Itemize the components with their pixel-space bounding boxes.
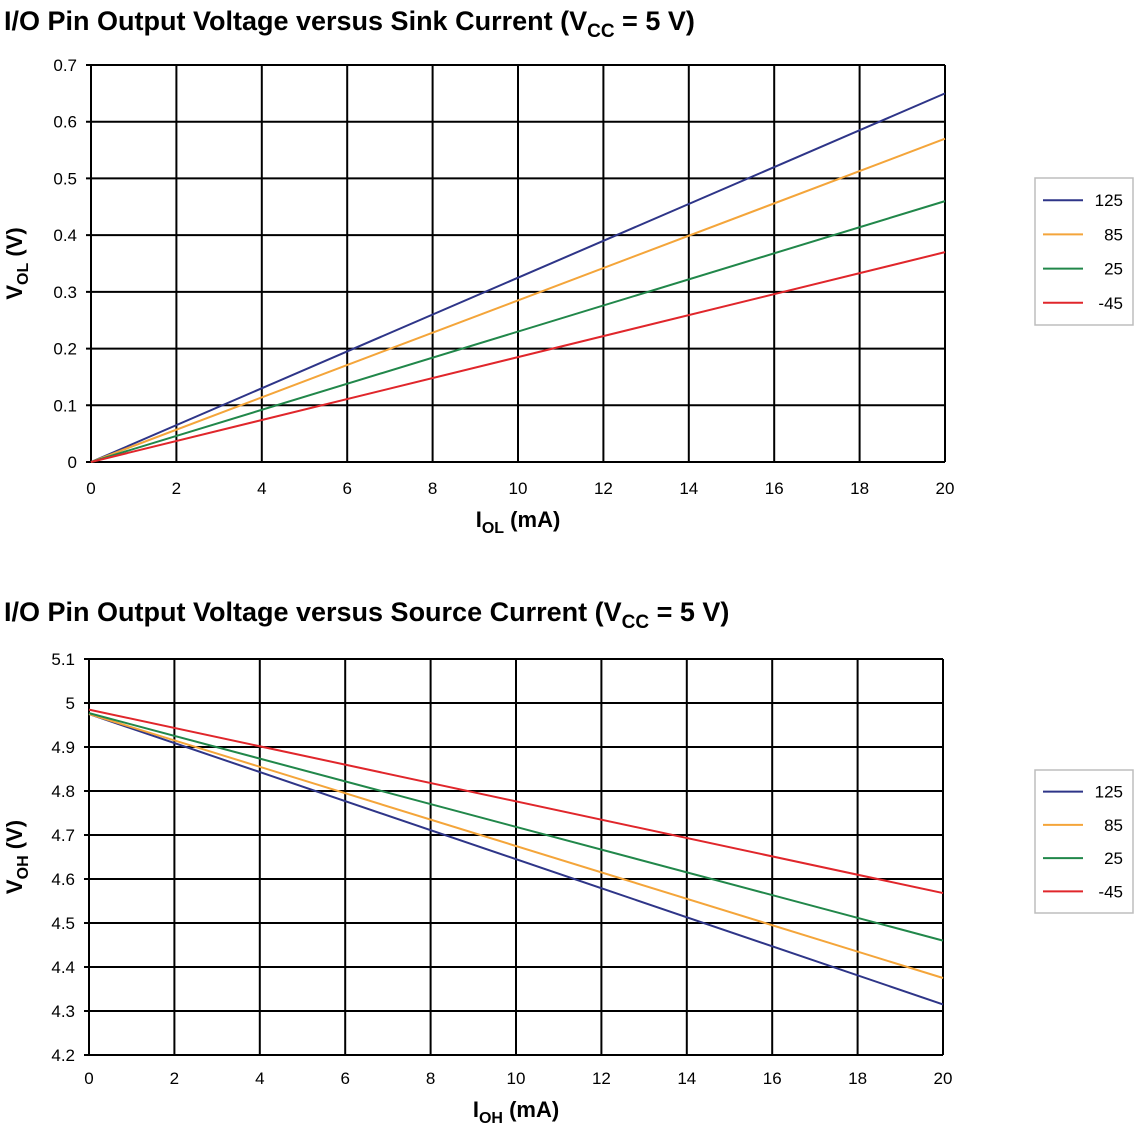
sink-series-line-125: [90, 92, 946, 463]
source-y-tick-label: 4.6: [51, 870, 75, 889]
sink-y-tick-label: 0.5: [53, 169, 77, 188]
source-x-tick-label: 6: [340, 1069, 349, 1088]
source-y-tick-label: 4.5: [51, 914, 75, 933]
sink-series-line--45: [90, 251, 946, 463]
source-y-tick-label: 5: [66, 694, 75, 713]
sink-y-axis-label: VOL (V): [2, 227, 32, 299]
source-legend-box: [1034, 769, 1134, 914]
sink-x-tick-label: 10: [509, 479, 528, 498]
sink-legend-label-125: 125: [1095, 191, 1123, 210]
source-current-chart: I/O Pin Output Voltage versus Source Cur…: [2, 597, 1134, 1127]
source-legend-label-125: 125: [1095, 783, 1123, 802]
sink-x-tick-label: 20: [936, 479, 955, 498]
source-series-line-125: [88, 713, 944, 1006]
source-legend: 125 85 25 -45: [1034, 769, 1134, 914]
source-y-tick-label: 4.2: [51, 1046, 75, 1065]
source-y-tick-label: 4.4: [51, 958, 75, 977]
sink-legend-label-25: 25: [1104, 260, 1123, 279]
source-x-tick-label: 10: [507, 1069, 526, 1088]
source-x-tick-label: 2: [170, 1069, 179, 1088]
sink-legend-box: [1034, 177, 1134, 326]
source-series-line-85: [88, 713, 944, 979]
sink-legend: 125 85 25 -45: [1034, 177, 1134, 326]
source-x-axis-label: IOH (mA): [473, 1097, 559, 1127]
source-y-tick-label: 4.9: [51, 738, 75, 757]
sink-y-tick-label: 0.7: [53, 56, 77, 75]
source-x-tick-label: 12: [592, 1069, 611, 1088]
sink-current-chart: I/O Pin Output Voltage versus Sink Curre…: [2, 6, 1134, 537]
sink-x-tick-label: 8: [428, 479, 437, 498]
sink-y-tick-label: 0.2: [53, 340, 77, 359]
sink-y-tick-label: 0.6: [53, 113, 77, 132]
sink-x-tick-label: 18: [850, 479, 869, 498]
sink-x-axis-label: IOL (mA): [476, 507, 561, 537]
source-chart-title: I/O Pin Output Voltage versus Source Cur…: [4, 597, 729, 633]
source-x-tick-label: 16: [763, 1069, 782, 1088]
sink-x-tick-label: 2: [172, 479, 181, 498]
sink-x-tick-label: 12: [594, 479, 613, 498]
source-legend-label--45: -45: [1098, 882, 1123, 901]
sink-x-tick-label: 14: [679, 479, 698, 498]
source-series-line--45: [88, 708, 944, 895]
sink-chart-title: I/O Pin Output Voltage versus Sink Curre…: [4, 6, 695, 42]
source-x-tick-label: 14: [677, 1069, 696, 1088]
sink-x-tick-label: 4: [257, 479, 266, 498]
sink-y-tick-label: 0.4: [53, 226, 77, 245]
sink-y-tick-label: 0: [68, 453, 77, 472]
sink-x-tick-label: 16: [765, 479, 784, 498]
source-y-tick-label: 4.7: [51, 826, 75, 845]
sink-y-tick-label: 0.3: [53, 283, 77, 302]
source-x-tick-label: 8: [426, 1069, 435, 1088]
source-x-tick-label: 0: [84, 1069, 93, 1088]
source-x-tick-label: 4: [255, 1069, 264, 1088]
source-y-tick-label: 4.8: [51, 782, 75, 801]
sink-y-tick-label: 0.1: [53, 396, 77, 415]
source-series-line-25: [88, 712, 944, 942]
sink-series-line-85: [90, 137, 946, 463]
sink-x-tick-label: 6: [342, 479, 351, 498]
sink-legend-label--45: -45: [1098, 294, 1123, 313]
sink-series-line-25: [90, 200, 946, 463]
source-y-axis-label: VOH (V): [2, 820, 32, 894]
source-legend-label-25: 25: [1104, 849, 1123, 868]
sink-legend-label-85: 85: [1104, 225, 1123, 244]
source-x-tick-label: 20: [934, 1069, 953, 1088]
source-y-tick-label: 5.1: [51, 650, 75, 669]
source-y-tick-label: 4.3: [51, 1002, 75, 1021]
source-x-tick-label: 18: [848, 1069, 867, 1088]
source-legend-label-85: 85: [1104, 816, 1123, 835]
sink-x-tick-label: 0: [86, 479, 95, 498]
